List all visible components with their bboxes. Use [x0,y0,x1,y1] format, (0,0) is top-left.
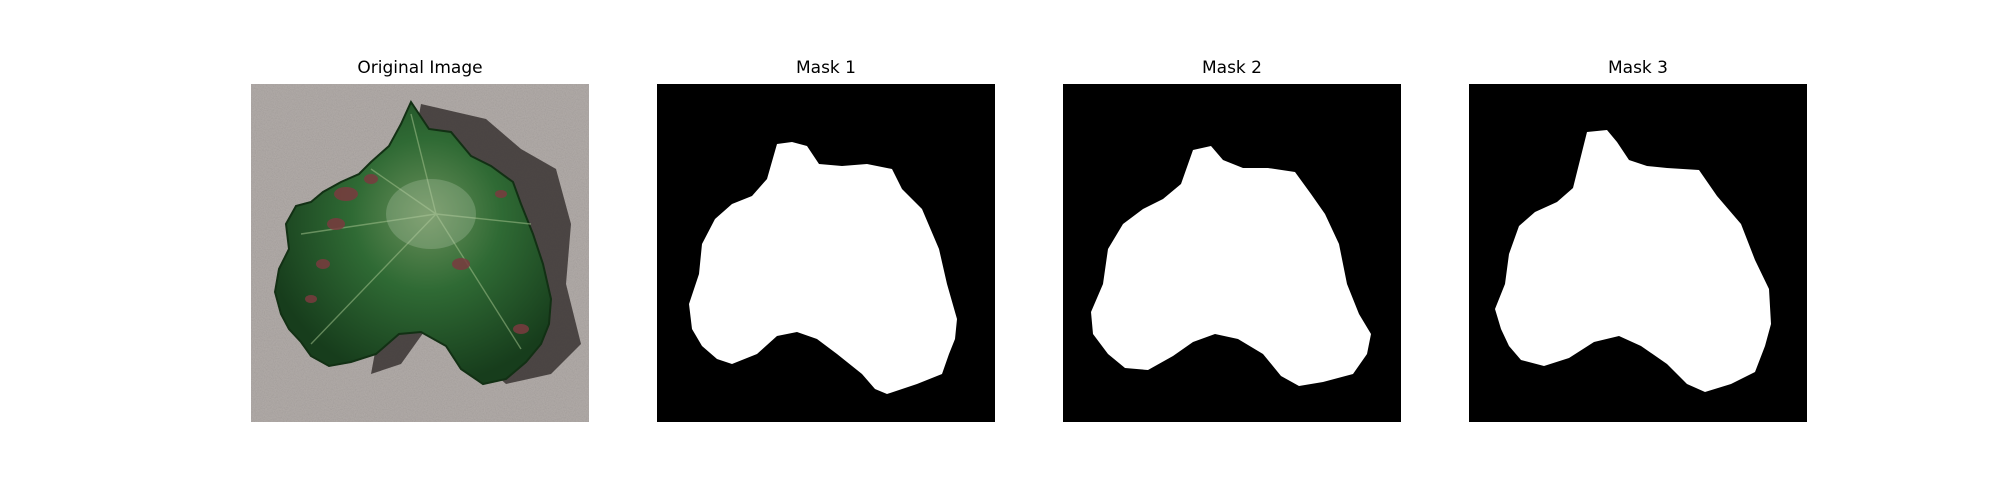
leaf-mask [1469,84,1807,422]
panel-title-mask-3: Mask 3 [1607,58,1668,78]
mask-3-image [1469,84,1807,422]
leaf-mask [657,84,995,422]
original-image [251,84,589,422]
leaf-mask [1063,84,1401,422]
panel-title-mask-2: Mask 2 [1201,58,1262,78]
mask-2-image [1063,84,1401,422]
panel-title-original: Original Image [357,58,483,78]
mask-1-image [657,84,995,422]
panel-title-mask-1: Mask 1 [795,58,856,78]
leaf-photo [251,84,589,422]
